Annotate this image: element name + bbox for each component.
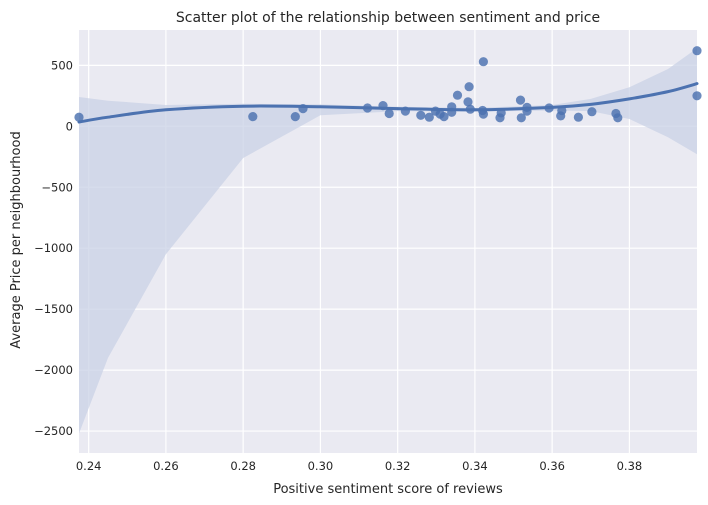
data-point-2 [290,112,300,122]
y-tick-label-3: −1000 [34,241,73,255]
data-point-24 [515,95,526,105]
data-point-12 [439,112,449,122]
data-point-34 [613,113,623,123]
y-tick-label-4: −1500 [34,302,73,316]
data-point-9 [424,112,434,122]
y-tick-label-6: −2500 [34,424,73,438]
data-point-31 [573,112,584,122]
x-tick-label-4: 0.32 [385,459,411,473]
x-tick-labels: 0.24 0.26 0.28 0.30 0.32 0.34 0.36 0.38 [76,459,642,473]
regression-line [77,82,699,124]
data-point-0 [74,112,84,122]
x-tick-label-3: 0.30 [308,459,334,473]
confidence-band-layer [79,48,697,434]
regression-layer [77,82,699,124]
y-tick-labels: 500 0 −500 −1000 −1500 −2000 −2500 [34,58,73,438]
chart-title: Scatter plot of the relationship between… [176,10,600,26]
data-point-8 [416,110,426,120]
y-tick-label-1: 0 [66,119,73,133]
data-point-25 [516,113,526,123]
data-point-19 [478,57,488,67]
data-point-1 [248,112,258,122]
confidence-band [79,48,697,434]
x-tick-label-0: 0.24 [76,459,102,473]
y-tick-label-0: 500 [51,58,73,72]
data-point-16 [463,97,473,107]
x-tick-label-1: 0.26 [153,459,179,473]
x-tick-label-2: 0.28 [230,459,256,473]
points-layer [74,46,702,123]
data-point-36 [692,91,702,101]
data-point-17 [464,82,474,92]
x-tick-label-5: 0.34 [462,459,488,473]
y-tick-label-5: −2000 [34,363,73,377]
data-point-15 [452,90,463,100]
x-tick-label-7: 0.38 [617,459,643,473]
data-point-35 [692,46,702,56]
data-point-21 [478,109,488,119]
x-axis-label: Positive sentiment score of reviews [273,482,503,497]
data-point-6 [384,108,394,119]
y-tick-label-2: −500 [41,180,73,194]
y-axis-label: Average Price per neighbourhood [9,131,24,348]
data-point-32 [587,107,597,117]
x-tick-label-6: 0.36 [539,459,565,473]
